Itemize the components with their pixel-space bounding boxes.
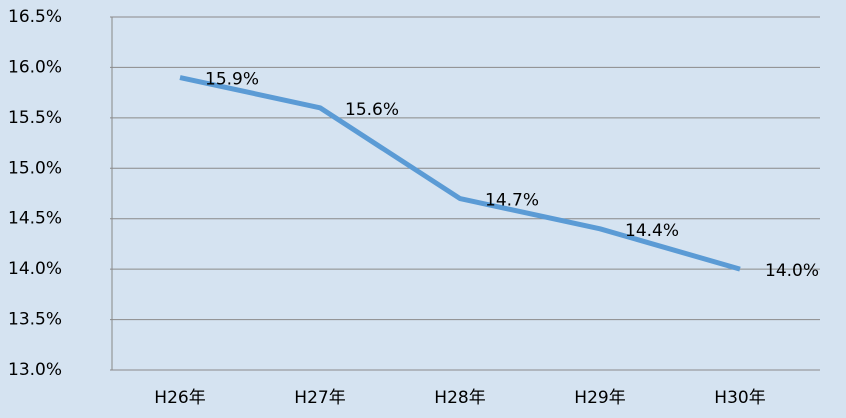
data-label: 15.9%	[205, 70, 259, 90]
x-tick-label: H27年	[294, 388, 345, 408]
y-tick-label: 15.5%	[8, 108, 62, 128]
x-tick-label: H30年	[714, 388, 765, 408]
x-tick-label: H26年	[154, 388, 205, 408]
data-label: 14.7%	[485, 191, 539, 211]
y-tick-label: 16.0%	[8, 57, 62, 77]
y-tick-label: 13.0%	[8, 360, 62, 380]
y-tick-label: 14.0%	[8, 259, 62, 279]
data-label: 14.4%	[625, 221, 679, 241]
y-tick-label: 13.5%	[8, 310, 62, 330]
data-label: 15.6%	[345, 100, 399, 120]
y-tick-label: 15.0%	[8, 158, 62, 178]
x-tick-label: H28年	[434, 388, 485, 408]
data-label: 14.0%	[765, 261, 819, 281]
x-tick-label: H29年	[574, 388, 625, 408]
y-tick-label: 16.5%	[8, 7, 62, 27]
y-tick-label: 14.5%	[8, 209, 62, 229]
data-line	[179, 75, 741, 272]
